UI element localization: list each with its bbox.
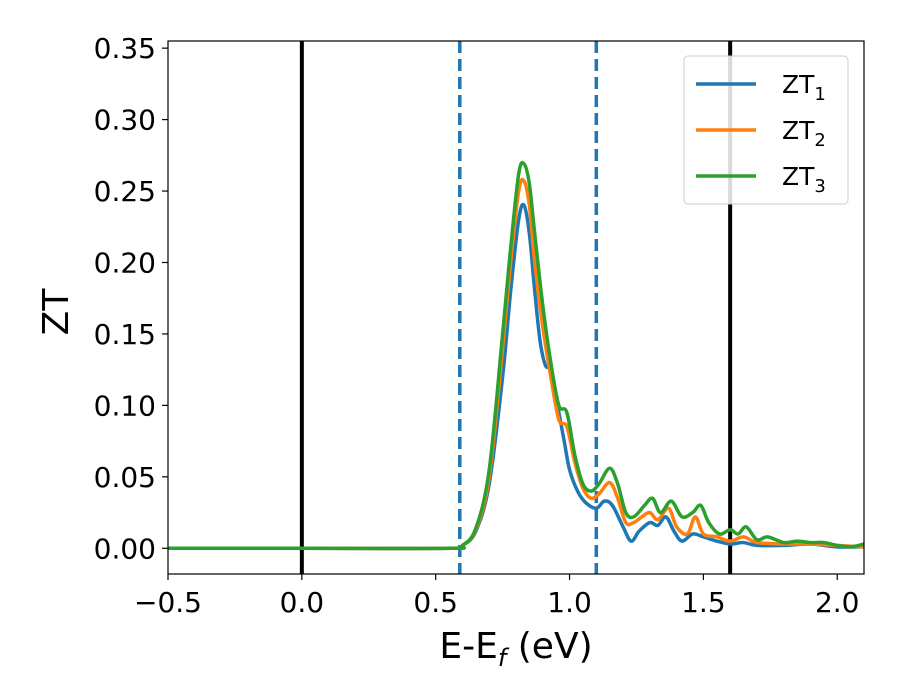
legend-label-zt2: ZT2	[782, 116, 826, 151]
y-tick-label: 0.15	[94, 318, 156, 351]
series-layer	[168, 160, 864, 551]
y-tick-label: 0.35	[94, 32, 156, 65]
x-tick-label: 0.0	[280, 586, 325, 619]
legend: ZT1 ZT2 ZT3	[683, 55, 849, 205]
x-tick-label: −0.5	[134, 586, 202, 619]
x-tick-label: 1.0	[547, 586, 592, 619]
reference-lines	[299, 41, 733, 574]
y-axis-title: ZT	[36, 288, 77, 336]
y-tick-label: 0.00	[94, 532, 156, 565]
x-axis-title: E-Ef (eV)	[439, 626, 592, 672]
legend-label-zt3: ZT3	[782, 162, 826, 197]
series-line-zt1	[168, 202, 864, 551]
x-tick-label: 2.0	[815, 586, 860, 619]
y-tick-label: 0.25	[94, 175, 156, 208]
legend-label-zt1: ZT1	[782, 70, 826, 105]
legend-box	[683, 55, 849, 205]
plot-frame	[167, 40, 865, 575]
x-tick-label: 1.5	[681, 586, 726, 619]
y-tick-label: 0.30	[94, 104, 156, 137]
x-tick-label: 0.5	[413, 586, 458, 619]
y-tick-label: 0.05	[94, 461, 156, 494]
x-axis: −0.5 0.0 0.5 1.0 1.5 2.0	[134, 574, 859, 619]
y-tick-label: 0.10	[94, 389, 156, 422]
series-line-zt3	[168, 160, 864, 551]
y-axis: 0.00 0.05 0.10 0.15 0.20 0.25 0.30 0.35	[94, 32, 168, 565]
y-tick-label: 0.20	[94, 246, 156, 279]
